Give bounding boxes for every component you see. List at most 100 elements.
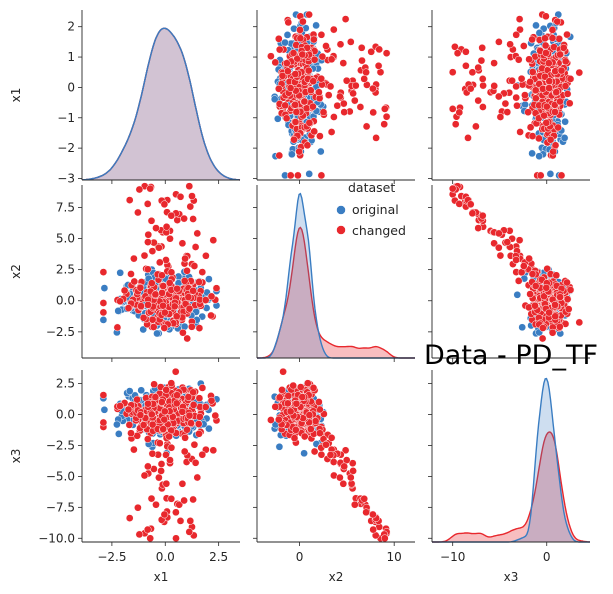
point-changed — [360, 494, 369, 503]
point-changed — [178, 407, 187, 416]
point-changed — [198, 450, 207, 459]
point-changed — [152, 224, 160, 232]
point-original — [137, 386, 146, 395]
point-changed — [212, 284, 221, 293]
x-axis-label-x2: x2 — [329, 570, 344, 584]
point-changed — [134, 503, 142, 512]
point-changed — [448, 105, 457, 113]
point-changed — [198, 268, 207, 276]
point-changed — [326, 82, 335, 91]
point-changed — [466, 200, 475, 209]
point-changed — [181, 433, 189, 442]
point-changed — [512, 30, 521, 39]
point-changed — [184, 393, 193, 401]
point-changed — [554, 123, 562, 132]
point-changed — [167, 211, 176, 220]
point-changed — [310, 55, 319, 64]
y-tick-label: −7.5 — [46, 500, 75, 514]
changed-kde-line — [432, 431, 590, 543]
point-changed — [303, 379, 312, 388]
point-changed — [369, 84, 377, 93]
point-changed — [356, 103, 365, 111]
point-changed — [209, 446, 218, 455]
point-changed — [191, 243, 200, 251]
point-changed — [172, 508, 180, 517]
point-changed — [539, 324, 547, 332]
point-changed — [275, 393, 284, 402]
point-changed — [281, 101, 290, 110]
point-changed — [173, 284, 181, 293]
point-changed — [189, 215, 197, 223]
point-changed — [349, 467, 357, 475]
point-changed — [180, 447, 189, 456]
panel-x1-x1 — [82, 27, 241, 181]
point-changed — [555, 322, 564, 331]
point-original — [546, 170, 555, 178]
point-original — [532, 21, 540, 30]
point-changed — [495, 229, 503, 238]
original-kde-fill — [432, 378, 590, 542]
y-axis-label-x3: x3 — [9, 449, 23, 464]
point-changed — [551, 108, 559, 116]
point-changed — [167, 443, 176, 452]
point-changed — [552, 88, 561, 97]
point-changed — [542, 118, 551, 127]
point-changed — [339, 59, 348, 67]
point-changed — [150, 380, 158, 389]
point-changed — [479, 103, 487, 111]
point-changed — [566, 75, 575, 83]
point-changed — [146, 534, 155, 543]
point-changed — [99, 418, 108, 427]
point-changed — [181, 254, 189, 263]
point-changed — [296, 34, 305, 43]
point-changed — [130, 254, 138, 263]
point-changed — [185, 304, 194, 313]
point-original — [288, 150, 296, 159]
point-changed — [490, 239, 498, 248]
point-changed — [336, 40, 345, 49]
point-changed — [319, 108, 328, 117]
point-original — [116, 268, 125, 277]
point-original — [283, 31, 292, 39]
point-changed — [466, 84, 475, 93]
point-changed — [544, 59, 553, 68]
point-changed — [147, 410, 156, 419]
point-changed — [326, 451, 335, 459]
point-changed — [187, 419, 195, 427]
point-changed — [211, 411, 220, 420]
point-changed — [143, 435, 152, 443]
point-changed — [170, 302, 179, 311]
point-changed — [283, 399, 292, 408]
point-changed — [278, 71, 287, 80]
point-changed — [515, 15, 524, 23]
point-changed — [99, 391, 108, 399]
y-tick-label: −2 — [57, 141, 75, 155]
point-changed — [309, 77, 318, 86]
point-changed — [296, 383, 305, 391]
point-changed — [317, 30, 326, 39]
point-changed — [99, 299, 108, 307]
point-changed — [515, 236, 524, 245]
point-changed — [133, 395, 141, 404]
point-changed — [478, 75, 487, 83]
point-changed — [291, 426, 300, 434]
point-changed — [178, 479, 187, 488]
point-changed — [478, 43, 487, 52]
point-changed — [185, 411, 194, 420]
point-changed — [551, 312, 560, 321]
point-changed — [201, 296, 210, 304]
point-changed — [339, 99, 348, 108]
point-changed — [329, 25, 338, 34]
point-changed — [165, 279, 174, 287]
point-changed — [479, 81, 487, 90]
point-changed — [291, 100, 299, 109]
point-changed — [346, 38, 355, 46]
point-changed — [566, 286, 575, 294]
y-tick-label: 2.5 — [56, 377, 75, 391]
point-changed — [496, 251, 505, 260]
panel-x2-x1 — [99, 182, 221, 343]
point-changed — [172, 534, 180, 543]
original-kde-fill — [257, 193, 415, 358]
point-changed — [293, 54, 302, 63]
point-changed — [372, 134, 380, 142]
